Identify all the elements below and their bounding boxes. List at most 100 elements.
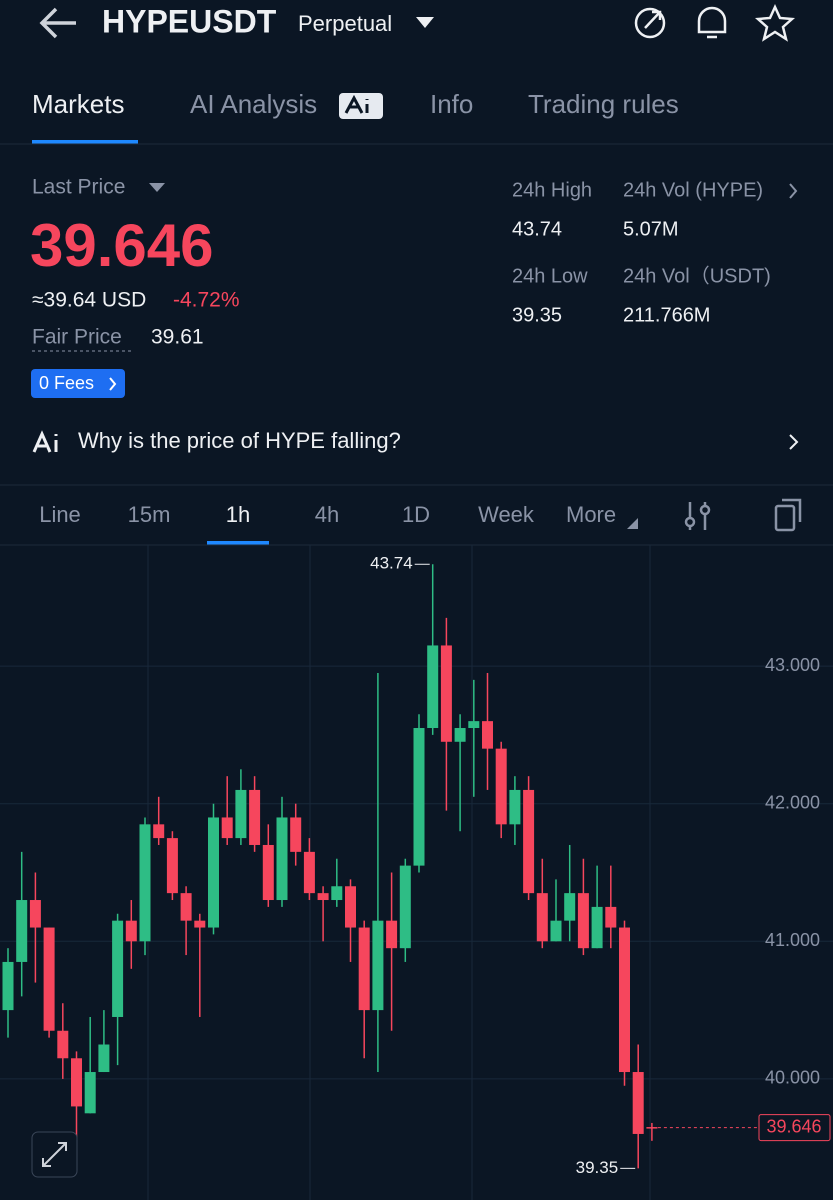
interval[interactable]: 15m: [128, 502, 171, 527]
candle-body: [194, 920, 206, 928]
candle-body: [619, 927, 630, 1073]
price-change: -4.72%: [173, 289, 240, 312]
candle-body: [166, 838, 178, 894]
more-icon: [627, 518, 638, 529]
favorite-icon[interactable]: [754, 3, 796, 42]
chart-annotations: 40.000 41.000 42.000 43.000 43.74 39.35 39.646: [370, 554, 831, 1177]
chevron: [789, 434, 799, 450]
last-price-box: [758, 1114, 831, 1142]
candle-body: [482, 721, 493, 749]
y-tick-label: 42.000: [765, 792, 820, 812]
candle-body: [29, 900, 41, 928]
stat-value: 39.35: [512, 304, 562, 326]
stat-label: 24h Low: [512, 265, 588, 287]
ai-badge-glyph: [344, 94, 369, 114]
candle-body: [180, 893, 192, 921]
fair-price: 39.61: [151, 326, 204, 349]
last-price-label[interactable]: Last Price: [32, 176, 125, 199]
chevron: [789, 183, 798, 199]
dropdown-icon[interactable]: [416, 17, 434, 28]
last-price-label: 39.646: [766, 1116, 821, 1136]
candle-body: [331, 886, 343, 901]
candle-body: [550, 920, 562, 942]
tab-underline: [32, 140, 138, 144]
fair-price-label[interactable]: Fair Price: [32, 326, 122, 349]
y-tick-label: 41.000: [765, 930, 820, 950]
fees-button[interactable]: [31, 369, 125, 398]
interval[interactable]: 1D: [402, 502, 430, 527]
candle-body: [262, 844, 274, 901]
ai-prompt: Why is the price of HYPE falling?: [78, 428, 401, 453]
stat-value: 211.766M: [623, 304, 710, 326]
back-button[interactable]: [39, 7, 76, 39]
indicator-settings[interactable]: [684, 502, 711, 530]
candle-body: [276, 817, 288, 901]
candle-body: [605, 906, 617, 928]
candle-body: [208, 817, 219, 928]
candle-body: [125, 920, 137, 942]
candle-body: [290, 817, 302, 852]
candle-body: [358, 927, 370, 1011]
candles: [2, 564, 658, 1169]
candle-body: [632, 1072, 644, 1134]
tab[interactable]: Trading rules: [528, 89, 679, 119]
candle-body: [440, 645, 452, 742]
back-icon: [39, 7, 76, 39]
copy-back: [782, 498, 802, 522]
candle-body: [345, 886, 356, 928]
high-label: 43.74: [370, 554, 413, 573]
interval-active[interactable]: 1h: [226, 502, 250, 527]
candle-body: [84, 1072, 96, 1114]
candle-body: [98, 1044, 110, 1073]
y-tick-label: 40.000: [765, 1068, 820, 1088]
candle-body: [577, 893, 589, 949]
candle-body: [43, 927, 55, 1031]
ai-prompt-row[interactable]: Why is the price of HYPE falling?: [32, 428, 799, 453]
tab[interactable]: Info: [430, 89, 473, 119]
candle-body: [399, 865, 411, 949]
share-arrow: [644, 10, 662, 29]
chevron: [109, 377, 117, 391]
candle-body: [495, 748, 507, 825]
candle-body: [71, 1058, 82, 1107]
slider-knob: [684, 516, 696, 528]
candle-body: [372, 920, 384, 1011]
stat-label: 24h Vol（USDT): [623, 264, 771, 287]
candle-body: [591, 906, 603, 949]
candle-body: [454, 728, 466, 742]
interval[interactable]: Week: [478, 502, 535, 527]
alert-icon[interactable]: [697, 6, 727, 39]
stat-label: 24h High: [512, 179, 592, 201]
candle-body: [564, 893, 576, 921]
candle-body: [2, 961, 14, 1011]
fees-text: 0 Fees: [39, 373, 94, 393]
candle-body: [427, 645, 439, 729]
copy-icon[interactable]: [774, 498, 802, 532]
slider-knob: [699, 504, 711, 516]
candle-body: [468, 721, 480, 729]
stat-value: 43.74: [512, 218, 562, 240]
copy-front: [774, 504, 796, 532]
symbol: HYPEUSDT: [102, 3, 277, 39]
interval[interactable]: 4h: [315, 502, 339, 527]
dropdown-icon: [149, 183, 165, 192]
contract-type[interactable]: Perpetual: [298, 11, 392, 36]
share-icon[interactable]: [634, 7, 666, 39]
y-tick-label: 43.000: [765, 655, 820, 675]
last-price: 39.646: [30, 212, 214, 279]
candle-body: [112, 920, 124, 1017]
low-label: 39.35: [576, 1158, 619, 1177]
tab[interactable]: AI Analysis: [190, 89, 317, 119]
interval[interactable]: More: [566, 502, 616, 527]
expand-button[interactable]: [31, 1131, 78, 1178]
candle-body: [523, 789, 535, 894]
stat-value: 5.07M: [623, 218, 679, 240]
candle-body: [536, 893, 548, 942]
stat-label[interactable]: 24h Vol (HYPE): [623, 179, 763, 201]
candle-body: [317, 893, 329, 901]
interval[interactable]: Line: [39, 502, 81, 527]
tab[interactable]: Markets: [32, 89, 124, 119]
